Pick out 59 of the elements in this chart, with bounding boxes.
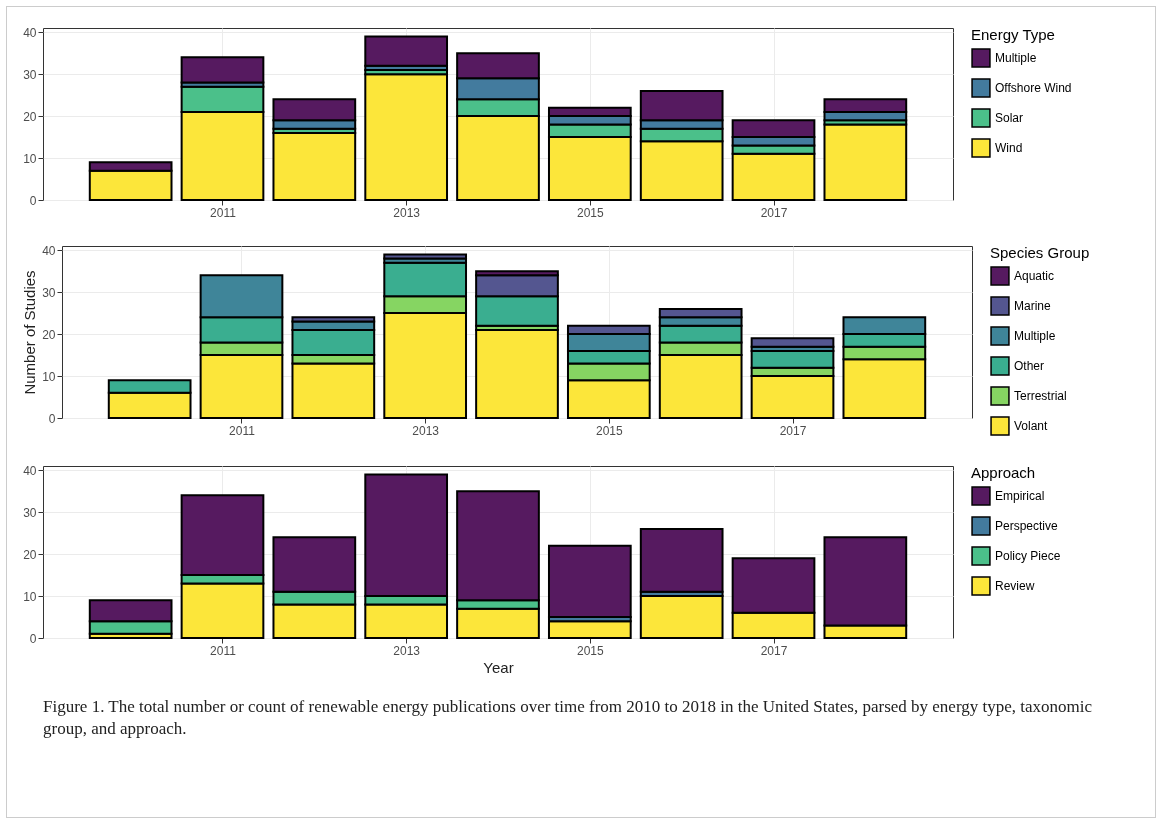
- legend-label: Multiple: [1014, 329, 1056, 343]
- y-tick-label: 10: [23, 151, 37, 166]
- bar: [547, 620, 632, 639]
- legend-title: Species Group: [990, 244, 1090, 261]
- legend-label: Marine: [1014, 299, 1052, 313]
- legend-label: Multiple: [995, 51, 1037, 65]
- y-tick-label: 20: [23, 547, 37, 562]
- y-tick-label: 40: [42, 243, 56, 258]
- x-tick-label: 2015: [595, 423, 624, 438]
- bar: [383, 253, 468, 260]
- bar: [750, 337, 835, 348]
- legend-label: Solar: [995, 111, 1024, 125]
- legend-label: Wind: [995, 141, 1023, 155]
- y-tick-label: 30: [23, 67, 37, 82]
- y-tick-label: 0: [29, 631, 37, 646]
- y-tick-label: 10: [42, 369, 56, 384]
- x-tick-label: 2017: [760, 205, 788, 220]
- legend-label: Volant: [1014, 419, 1049, 433]
- legend-label: Perspective: [995, 519, 1059, 533]
- legend-label: Review: [995, 579, 1035, 593]
- y-tick-label: 30: [42, 285, 56, 300]
- x-axis-title: Year: [483, 658, 514, 676]
- x-tick-label: 2017: [760, 643, 788, 658]
- bar: [547, 544, 632, 619]
- x-tick-label: 2013: [412, 423, 440, 438]
- x-tick-label: 2015: [576, 205, 605, 220]
- y-tick-label: 0: [48, 411, 56, 426]
- bar: [639, 595, 724, 639]
- bar: [639, 527, 724, 593]
- legend-label: Policy Piece: [995, 549, 1061, 563]
- bar: [364, 73, 449, 201]
- legend-title: Energy Type: [971, 26, 1055, 43]
- x-tick-label: 2017: [779, 423, 807, 438]
- x-tick-label: 2011: [210, 205, 237, 220]
- y-tick-label: 20: [23, 109, 37, 124]
- x-tick-label: 2011: [229, 423, 256, 438]
- legend-label: Aquatic: [1014, 269, 1055, 283]
- y-tick-label: 40: [23, 463, 37, 478]
- legend-title: Approach: [971, 464, 1036, 481]
- y-tick-label: 10: [23, 589, 37, 604]
- legend-label: Empirical: [995, 489, 1045, 503]
- y-axis-title: Number of Studies: [21, 270, 39, 395]
- bar: [475, 328, 559, 419]
- x-tick-label: 2013: [393, 643, 421, 658]
- y-tick-label: 30: [23, 505, 37, 520]
- bar: [180, 56, 265, 84]
- x-tick-label: 2011: [210, 643, 237, 658]
- y-tick-label: 40: [23, 25, 37, 40]
- y-tick-label: 0: [29, 193, 37, 208]
- legend-label: Terrestrial: [1014, 389, 1067, 403]
- bar: [272, 131, 357, 201]
- bar: [364, 35, 449, 67]
- legend-label: Offshore Wind: [995, 81, 1072, 95]
- x-tick-label: 2015: [576, 643, 605, 658]
- y-tick-label: 20: [42, 327, 56, 342]
- caption: Figure 1. The total number or count of renewable energy publications over time from 2010 to 2018 in the United States, parsed by energy type, taxonomic group, and approach.: [43, 696, 1094, 741]
- bar: [823, 123, 908, 201]
- x-tick-label: 2013: [393, 205, 421, 220]
- legend-label: Other: [1014, 359, 1045, 373]
